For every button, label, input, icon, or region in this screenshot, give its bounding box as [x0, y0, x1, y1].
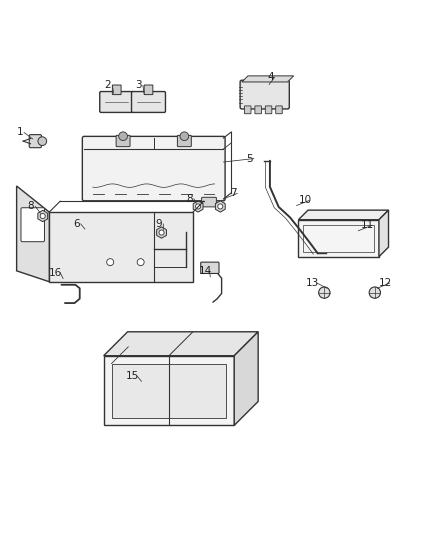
- Polygon shape: [215, 201, 225, 212]
- Text: 2: 2: [105, 80, 111, 91]
- Polygon shape: [379, 210, 389, 257]
- FancyBboxPatch shape: [177, 135, 191, 147]
- FancyBboxPatch shape: [201, 197, 216, 207]
- Polygon shape: [298, 210, 389, 220]
- FancyBboxPatch shape: [116, 135, 130, 147]
- Polygon shape: [157, 227, 166, 238]
- FancyBboxPatch shape: [104, 356, 234, 425]
- Polygon shape: [242, 76, 293, 82]
- FancyBboxPatch shape: [265, 106, 272, 114]
- Text: 6: 6: [73, 219, 80, 229]
- Circle shape: [180, 132, 189, 141]
- Text: 15: 15: [126, 371, 139, 381]
- FancyBboxPatch shape: [255, 106, 261, 114]
- Circle shape: [319, 287, 330, 298]
- Circle shape: [369, 287, 381, 298]
- Text: 9: 9: [155, 219, 162, 229]
- Text: 13: 13: [306, 278, 319, 288]
- Polygon shape: [193, 201, 203, 212]
- FancyBboxPatch shape: [21, 208, 45, 241]
- FancyBboxPatch shape: [113, 85, 121, 94]
- Circle shape: [159, 230, 164, 235]
- Circle shape: [40, 214, 45, 219]
- Polygon shape: [17, 186, 49, 282]
- FancyBboxPatch shape: [112, 364, 226, 417]
- Circle shape: [137, 259, 144, 265]
- Text: 5: 5: [246, 154, 253, 164]
- Circle shape: [119, 132, 127, 141]
- Polygon shape: [38, 211, 48, 222]
- Circle shape: [107, 259, 114, 265]
- Text: 12: 12: [378, 278, 392, 288]
- Circle shape: [218, 204, 223, 209]
- FancyBboxPatch shape: [276, 106, 282, 114]
- Text: 3: 3: [135, 80, 142, 91]
- Text: 14: 14: [198, 266, 212, 276]
- Text: 8: 8: [186, 193, 193, 204]
- Circle shape: [38, 137, 47, 146]
- Text: 8: 8: [28, 201, 34, 212]
- Text: 10: 10: [299, 196, 312, 205]
- Text: 1: 1: [16, 127, 23, 138]
- FancyBboxPatch shape: [201, 262, 219, 273]
- Polygon shape: [49, 212, 193, 282]
- FancyBboxPatch shape: [29, 135, 42, 148]
- Text: 16: 16: [49, 268, 63, 278]
- Text: 4: 4: [267, 72, 274, 82]
- Text: 11: 11: [361, 220, 374, 230]
- FancyBboxPatch shape: [82, 136, 225, 201]
- Text: 7: 7: [230, 188, 236, 198]
- FancyBboxPatch shape: [131, 92, 166, 112]
- FancyBboxPatch shape: [298, 220, 379, 257]
- Polygon shape: [234, 332, 258, 425]
- FancyBboxPatch shape: [144, 85, 153, 94]
- Polygon shape: [104, 332, 258, 356]
- FancyBboxPatch shape: [240, 80, 289, 109]
- FancyBboxPatch shape: [244, 106, 251, 114]
- FancyBboxPatch shape: [100, 92, 134, 112]
- Circle shape: [195, 204, 201, 209]
